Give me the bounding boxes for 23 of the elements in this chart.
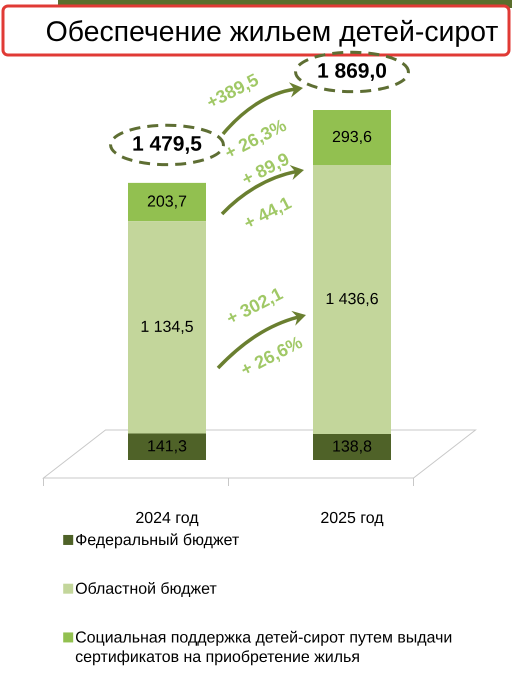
x-tick-label: 2024 год: [136, 512, 198, 526]
annotation: + 89,9: [243, 154, 288, 183]
data-label: 141,3: [148, 440, 186, 454]
bar: [313, 434, 392, 460]
data-label: 1 436,6: [326, 292, 378, 306]
annotation: + 44,1: [245, 197, 292, 227]
chart-title: Обеспечение жильем детей-сирот: [47, 20, 498, 47]
legend-label: Социальная поддержка детей-сирот путем выдачи сертификатов на приобретение жилья: [76, 630, 452, 666]
legend-label: Областной бюджет: [76, 582, 216, 597]
bar: [313, 110, 392, 165]
data-label: 1 134,5: [142, 320, 193, 334]
data-label: 203,7: [148, 195, 186, 209]
total-label: 1 869,0: [318, 63, 386, 81]
annotation: + 302,1: [228, 288, 284, 322]
data-label: 293,6: [332, 130, 372, 144]
bar: [313, 164, 392, 434]
legend-label: Федеральный бюджет: [76, 533, 239, 548]
x-tick-label: 2025 год: [321, 512, 384, 526]
bar: [128, 434, 206, 460]
bar: [128, 221, 206, 434]
bar: [128, 182, 206, 222]
data-label: 138,8: [333, 440, 372, 454]
total-label: 1 479,5: [133, 136, 202, 154]
